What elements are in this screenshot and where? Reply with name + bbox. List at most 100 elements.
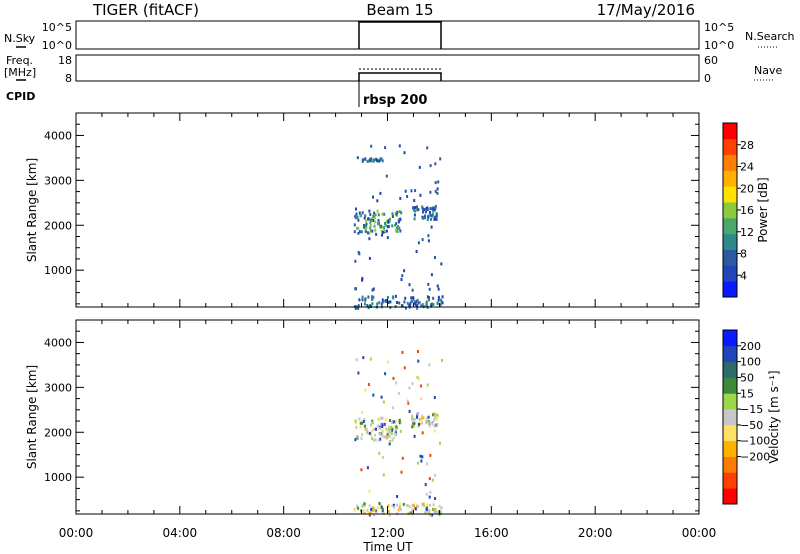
echo-cell	[433, 418, 436, 422]
echo-cell	[386, 236, 389, 240]
echo-cell	[423, 215, 425, 219]
echo-cell	[396, 503, 399, 507]
colorbar-segment	[723, 330, 737, 347]
echo-cell	[437, 298, 440, 302]
echo-cell	[355, 435, 358, 438]
echo-cell	[403, 269, 406, 273]
echo-cell	[429, 190, 432, 194]
nsearch-tick-bottom: 10^0	[704, 39, 734, 52]
echo-cell	[431, 214, 433, 218]
x-tick-label: 00:00	[682, 526, 717, 540]
echo-cell	[377, 438, 380, 442]
echo-cell	[438, 504, 441, 508]
colorbar-segment	[723, 170, 737, 187]
echo-cell	[411, 425, 414, 429]
echo-cell	[435, 217, 438, 221]
echo-cell	[366, 466, 369, 470]
echo-cell	[369, 357, 372, 361]
echo-cell	[439, 298, 442, 302]
echo-cell	[366, 431, 369, 435]
echo-cell	[401, 350, 404, 354]
echo-cell	[400, 278, 403, 281]
echo-cell	[393, 420, 396, 423]
echo-cell	[415, 250, 418, 253]
echo-cell	[440, 510, 443, 514]
echo-cell	[374, 438, 377, 442]
echo-cell	[441, 358, 443, 362]
echo-cell	[358, 417, 361, 421]
echo-cell	[396, 210, 399, 214]
echo-cell	[370, 434, 373, 438]
echo-cell	[372, 287, 375, 291]
echo-cell	[408, 283, 411, 287]
echo-cell	[392, 436, 395, 440]
echo-cell	[411, 288, 414, 292]
echo-cell	[417, 461, 420, 465]
echo-cell	[396, 227, 399, 230]
nsearch-tick-top: 10^5	[704, 21, 734, 34]
echo-cell	[413, 421, 416, 425]
echo-cell	[420, 459, 423, 463]
freq-tick-bottom: 8	[65, 72, 72, 85]
echo-cell	[408, 386, 411, 390]
x-tick-label: 04:00	[163, 526, 198, 540]
echo-cell	[422, 502, 425, 506]
nsky-label: N.Sky	[4, 32, 36, 45]
echo-cell	[354, 419, 357, 423]
echo-cell	[378, 502, 381, 505]
echo-cell	[364, 157, 367, 161]
echo-cell	[410, 189, 413, 193]
colorbar-segment	[723, 377, 737, 394]
echo-cell	[414, 209, 417, 213]
echo-cell	[368, 431, 371, 435]
nsky-panel: N.Sky 10^5 10^0 10^5 10^0 N.Search	[4, 20, 795, 52]
echo-cell	[434, 473, 437, 477]
echo-cell	[354, 259, 357, 263]
echo-cell	[377, 506, 379, 510]
echo-cell	[416, 412, 419, 416]
echo-cell	[416, 298, 419, 302]
echo-cell	[409, 301, 412, 305]
echo-cell	[387, 300, 390, 304]
echo-cell	[367, 159, 370, 163]
echo-cell	[368, 256, 371, 260]
echo-cell	[387, 225, 390, 228]
colorbar-frame	[722, 329, 738, 505]
echo-cell	[365, 427, 368, 431]
echo-cell	[386, 296, 389, 299]
echo-cell	[361, 295, 364, 299]
echo-cell	[413, 199, 416, 202]
echo-cell	[384, 299, 387, 303]
echo-cell	[393, 505, 396, 509]
colorbar-tick-label: 24	[740, 161, 754, 174]
echo-cell	[376, 209, 379, 213]
echo-cell	[368, 504, 371, 508]
y-tick-label: 2000	[44, 219, 72, 232]
freq-label-1: Freq.	[6, 54, 33, 67]
echo-cell	[427, 415, 430, 419]
echo-cell	[377, 213, 380, 217]
echo-cell	[388, 425, 390, 429]
echo-cell	[361, 211, 364, 215]
echo-cell	[393, 432, 396, 436]
echo-cell	[371, 429, 373, 433]
echo-cell	[387, 220, 390, 224]
echo-cell	[371, 288, 374, 292]
echo-cell	[417, 505, 420, 509]
echo-cell	[382, 511, 385, 515]
echo-cell	[411, 382, 414, 385]
echo-cell	[383, 212, 386, 216]
echo-cell	[395, 228, 398, 232]
velocity-colorbar: 200 100 50 15 −15 −50 −100 −200	[722, 329, 770, 505]
colorbar-segment	[723, 233, 737, 250]
echo-cell	[397, 391, 400, 395]
echo-cell	[391, 215, 394, 218]
echo-cell	[384, 372, 387, 376]
echo-cell	[390, 425, 393, 429]
x-tick-label: 08:00	[266, 526, 301, 540]
echo-cell	[360, 230, 363, 234]
echo-cell	[385, 229, 388, 233]
colorbar-segment	[723, 456, 737, 473]
echo-cell	[428, 424, 431, 428]
echo-cell	[416, 205, 418, 209]
